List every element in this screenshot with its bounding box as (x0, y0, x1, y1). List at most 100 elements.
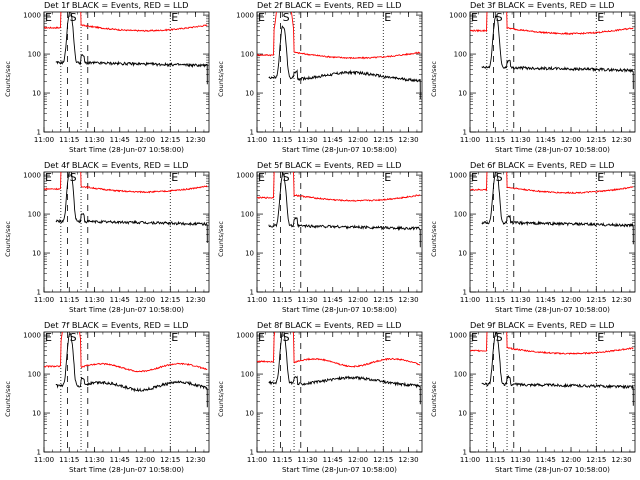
events-series-line (481, 172, 634, 245)
x-tick-label: 11:00 (247, 296, 267, 304)
x-tick-label: 12:15 (373, 456, 393, 464)
x-tick-label: 12:15 (160, 456, 180, 464)
x-tick-label: 11:45 (323, 296, 343, 304)
y-axis-label: Counts/sec (217, 221, 225, 257)
events-series-line (481, 15, 634, 90)
y-tick-label: 1000 (449, 172, 467, 180)
events-series-line (268, 25, 421, 100)
x-tick-label: 11:15 (485, 136, 505, 144)
lld-series-line (257, 172, 421, 202)
x-tick-label: 12:15 (373, 296, 393, 304)
y-tick-label: 1 (250, 449, 254, 457)
event-label-e: E (258, 331, 265, 344)
lld-series-line (257, 12, 421, 60)
x-tick-label: 11:15 (272, 136, 292, 144)
panel-title: Det 8f BLACK = Events, RED = LLD (257, 320, 402, 330)
event-label-s: S (70, 171, 77, 184)
y-tick-label: 100 (241, 51, 254, 59)
x-tick-label: 12:00 (135, 456, 155, 464)
x-tick-label: 12:15 (586, 136, 606, 144)
y-tick-label: 10 (32, 250, 41, 258)
x-tick-label: 12:00 (561, 136, 581, 144)
panel-title: Det 6f BLACK = Events, RED = LLD (470, 160, 615, 170)
y-axis-label: Counts/sec (430, 381, 438, 417)
x-axis-label: Start Time (28-Jun-07 10:58:00) (494, 145, 610, 154)
x-axis-label: Start Time (28-Jun-07 10:58:00) (281, 145, 397, 154)
event-label-s: S (70, 11, 77, 24)
y-tick-label: 1000 (23, 172, 41, 180)
y-tick-label: 1 (37, 449, 41, 457)
x-tick-label: 12:30 (398, 456, 418, 464)
y-tick-label: 10 (245, 250, 254, 258)
y-axis-label: Counts/sec (430, 221, 438, 257)
y-tick-label: 1 (463, 289, 467, 297)
y-tick-label: 1 (37, 289, 41, 297)
x-tick-label: 11:45 (110, 136, 130, 144)
event-label-s: S (70, 331, 77, 344)
plot-frame (469, 171, 636, 293)
y-tick-label: 10 (32, 90, 41, 98)
panel-plot: 11:00 11:15 11:30 11:45 12:00 12:15 12:30 1 10 10… (449, 171, 636, 304)
event-label-e: E (471, 11, 478, 24)
event-label-e: E (384, 11, 391, 24)
y-tick-label: 100 (454, 371, 467, 379)
event-label-e: E (45, 331, 52, 344)
x-tick-label: 11:30 (510, 136, 530, 144)
lld-series-line (44, 332, 208, 373)
y-axis-label: Counts/sec (4, 61, 12, 97)
lld-series-line (470, 172, 634, 195)
panel-plot: 11:00 11:15 11:30 11:45 12:00 12:15 12:30 1 10 10… (236, 331, 423, 464)
x-tick-label: 11:15 (485, 296, 505, 304)
x-tick-label: 11:15 (59, 136, 79, 144)
x-tick-label: 11:00 (460, 456, 480, 464)
event-label-e: E (258, 171, 265, 184)
x-tick-label: 11:45 (536, 456, 556, 464)
x-tick-label: 12:30 (398, 136, 418, 144)
x-tick-label: 11:45 (323, 456, 343, 464)
y-tick-label: 1 (37, 129, 41, 137)
x-tick-label: 12:15 (373, 136, 393, 144)
y-tick-label: 1 (463, 129, 467, 137)
x-tick-label: 12:00 (348, 136, 368, 144)
y-tick-label: 1000 (449, 12, 467, 20)
x-tick-label: 11:45 (110, 456, 130, 464)
y-tick-label: 100 (241, 211, 254, 219)
x-axis-label: Start Time (28-Jun-07 10:58:00) (494, 305, 610, 314)
event-label-s: S (496, 331, 503, 344)
events-series-line (55, 332, 208, 408)
y-tick-label: 1000 (23, 332, 41, 340)
x-tick-label: 11:15 (59, 296, 79, 304)
y-tick-label: 100 (28, 371, 41, 379)
event-label-e: E (258, 11, 265, 24)
x-axis-label: Start Time (28-Jun-07 10:58:00) (68, 305, 184, 314)
y-tick-label: 1 (250, 129, 254, 137)
x-tick-label: 12:00 (135, 296, 155, 304)
event-label-e: E (384, 171, 391, 184)
event-label-e: E (597, 171, 604, 184)
detector-panel: 11:00 11:15 11:30 11:45 12:00 12:15 12:30 1 10 10… (213, 160, 426, 320)
y-tick-label: 10 (245, 90, 254, 98)
plot-frame (469, 331, 636, 453)
detector-panel: 11:00 11:15 11:30 11:45 12:00 12:15 12:30 1 10 10… (0, 0, 213, 160)
plot-frame (43, 11, 210, 133)
x-tick-label: 11:00 (34, 456, 54, 464)
event-label-e: E (171, 11, 178, 24)
panel-title: Det 3f BLACK = Events, RED = LLD (470, 0, 615, 10)
y-tick-label: 100 (241, 371, 254, 379)
x-tick-label: 11:30 (297, 296, 317, 304)
y-tick-label: 1000 (236, 332, 254, 340)
y-axis-label: Counts/sec (217, 61, 225, 97)
detector-panel: 11:00 11:15 11:30 11:45 12:00 12:15 12:30 1 10 10… (426, 0, 639, 160)
x-tick-label: 12:00 (135, 136, 155, 144)
panel-plot: 11:00 11:15 11:30 11:45 12:00 12:15 12:30 1 10 10… (236, 11, 423, 144)
x-axis-label: Start Time (28-Jun-07 10:58:00) (494, 465, 610, 474)
x-axis-label: Start Time (28-Jun-07 10:58:00) (68, 145, 184, 154)
y-tick-label: 1 (250, 289, 254, 297)
x-tick-label: 11:15 (59, 456, 79, 464)
y-axis-label: Counts/sec (4, 381, 12, 417)
x-tick-label: 11:30 (297, 456, 317, 464)
x-tick-label: 12:30 (611, 456, 631, 464)
y-tick-label: 10 (32, 410, 41, 418)
x-tick-label: 12:15 (586, 456, 606, 464)
x-tick-label: 11:00 (247, 136, 267, 144)
